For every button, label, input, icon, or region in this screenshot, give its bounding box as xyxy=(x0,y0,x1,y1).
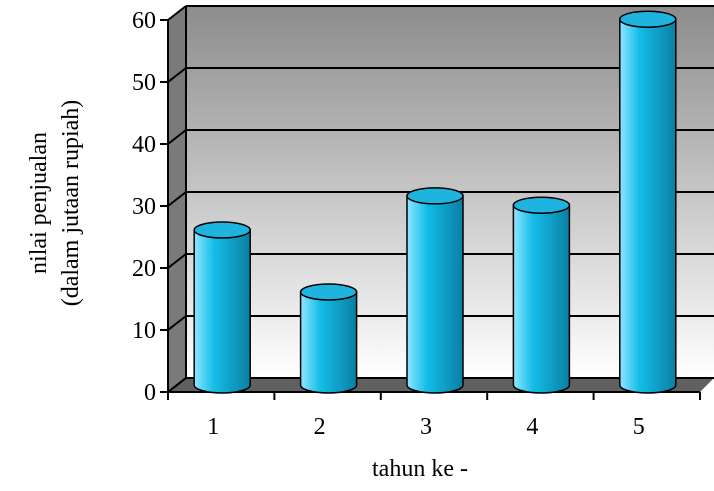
bar-top xyxy=(619,10,677,28)
y-tick-label: 50 xyxy=(132,70,156,96)
y-axis-title: nilai penjualan (dalam jutaan rupiah) xyxy=(26,100,84,307)
y-tick-label: 30 xyxy=(132,194,156,220)
floor-left-edge xyxy=(167,377,187,393)
gridline-side xyxy=(167,67,187,83)
x-tick-label: 4 xyxy=(526,414,538,440)
bar-top xyxy=(512,196,571,214)
x-tick-label: 1 xyxy=(207,414,219,440)
bar xyxy=(406,187,464,394)
gridline-side xyxy=(167,315,187,331)
x-tick-label: 2 xyxy=(314,414,326,440)
y-tick-label: 40 xyxy=(132,132,156,158)
bar-body xyxy=(619,18,677,394)
bar xyxy=(299,283,358,394)
y-axis-title-line-2: (dalam jutaan rupiah) xyxy=(58,100,84,307)
gridline-side xyxy=(167,5,187,21)
bar xyxy=(193,221,251,394)
bar-top xyxy=(406,187,464,205)
x-tick-label: 5 xyxy=(633,414,645,440)
x-tick-labels: 1 2 3 4 5 xyxy=(207,414,645,440)
bar-body xyxy=(193,229,251,394)
bar-top xyxy=(193,221,251,239)
x-tick-label: 3 xyxy=(420,414,432,440)
y-tick-label: 0 xyxy=(144,380,156,406)
bar-body xyxy=(406,195,464,394)
bars xyxy=(193,10,677,394)
bar xyxy=(512,196,571,394)
gridline-side xyxy=(167,191,187,207)
gridline-side xyxy=(167,253,187,269)
y-tick-labels: 0 10 20 30 40 50 60 xyxy=(132,8,156,406)
bar-body xyxy=(512,204,571,394)
bar-body xyxy=(299,291,358,394)
bar-top xyxy=(299,283,358,301)
y-tick-label: 20 xyxy=(132,256,156,282)
gridline-side xyxy=(167,129,187,145)
y-tick-label: 10 xyxy=(132,318,156,344)
y-tick-label: 60 xyxy=(132,8,156,34)
bar xyxy=(619,10,677,394)
x-axis-title: tahun ke - xyxy=(372,456,468,482)
y-axis-title-line-1: nilai penjualan xyxy=(26,132,52,274)
